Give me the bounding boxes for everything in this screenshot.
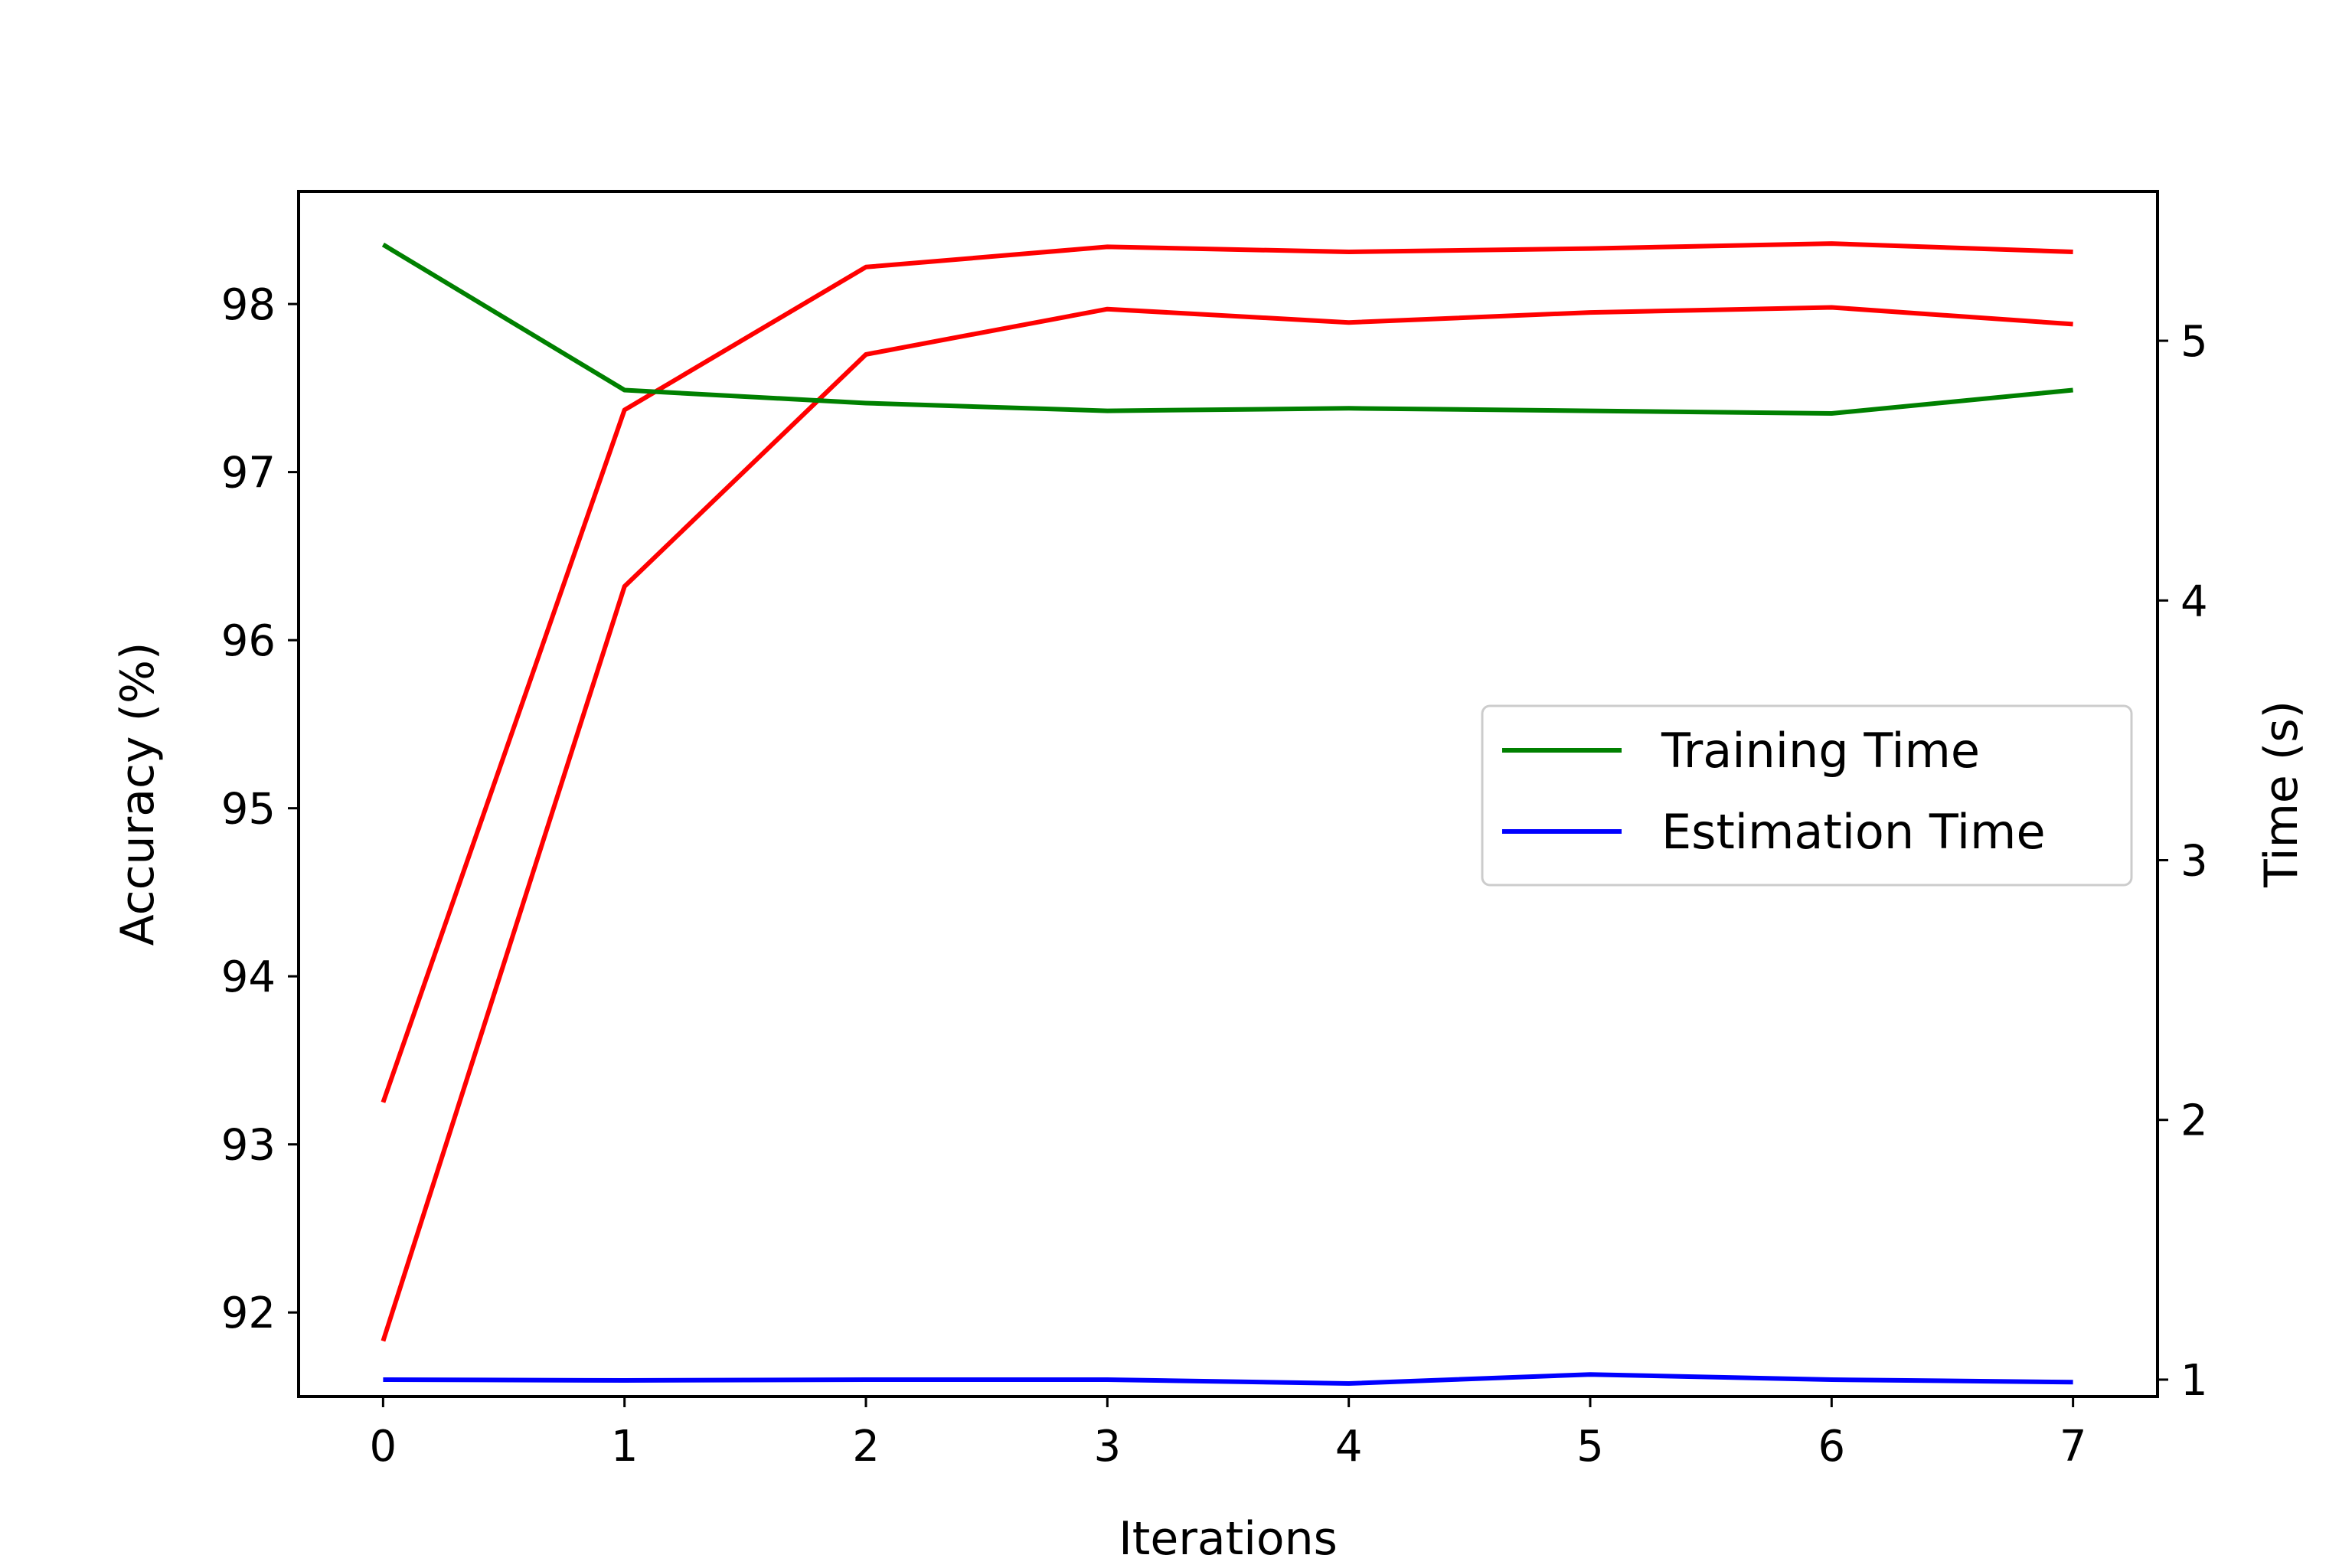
y-axis-title: Accuracy (%) [111,642,165,946]
x-tick-label: 3 [1094,1422,1122,1472]
x-tick-label: 2 [852,1422,880,1472]
x-tick-label: 4 [1335,1422,1363,1472]
series-layer [381,241,2073,1386]
x-axis-title: Iterations [1119,1512,1338,1566]
x-tick-label: 0 [370,1422,397,1472]
y2-tick-label: 1 [2180,1356,2208,1406]
series-line-training-time [381,242,2073,416]
legend-label-training-time: Training Time [1661,723,1980,779]
legend-box [1481,704,2133,887]
series-line-accuracy-2 [381,305,2073,1342]
legend-label-estimation-time: Estimation Time [1661,804,2046,860]
y2-tick-label: 5 [2180,317,2208,367]
y-tick-label: 93 [221,1121,276,1171]
x-tick-label: 6 [1818,1422,1845,1472]
plot-frame [297,190,2159,1398]
y-tick-label: 96 [221,616,276,666]
series-line-accuracy-1 [381,241,2073,1103]
y-axis-ticks: 92 93 94 95 96 97 98 [221,280,299,1338]
x-tick-label: 5 [1576,1422,1604,1472]
y-tick-label: 94 [221,952,276,1002]
y-tick-label: 95 [221,785,276,835]
legend: Training Time Estimation Time [1481,704,2133,887]
y-tick-label: 92 [221,1289,276,1338]
y2-tick-label: 4 [2180,577,2208,626]
y-tick-label: 98 [221,280,276,330]
x-axis-ticks: 0 1 2 3 4 5 6 7 [370,1396,2087,1472]
x-tick-label: 7 [2060,1422,2087,1472]
y2-tick-label: 3 [2180,837,2208,887]
y2-axis-ticks: 1 2 3 4 5 [2158,317,2208,1406]
x-tick-label: 1 [611,1422,639,1472]
series-line-estimation-time [383,1372,2073,1386]
y2-tick-label: 2 [2180,1096,2208,1146]
y2-axis-title: Time (s) [2255,701,2308,888]
y-tick-label: 97 [221,449,276,498]
